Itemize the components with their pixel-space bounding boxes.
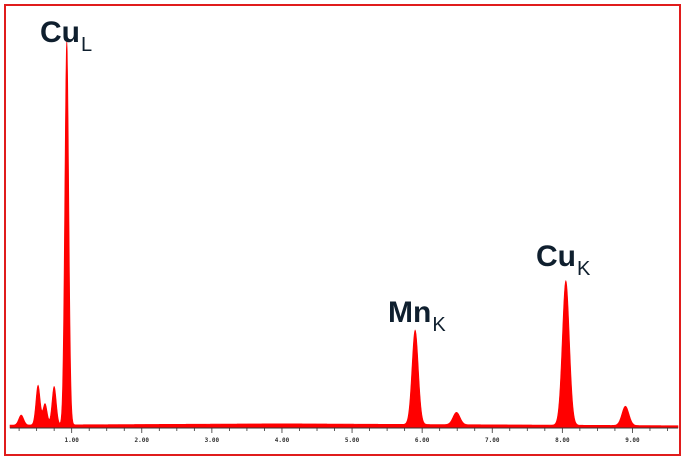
x-tick-label: 7.00 xyxy=(485,437,500,444)
peak-label-cul: CuL xyxy=(40,16,92,56)
x-tick-label: 1.00 xyxy=(64,437,79,444)
x-tick-label: 6.00 xyxy=(415,437,430,444)
peak-label-element: Mn xyxy=(388,296,432,329)
peak-label-element: Cu xyxy=(40,16,80,49)
x-axis: 1.00 2.00 3.00 4.00 5.00 6.00 7.00 8.00 9.00 xyxy=(10,427,678,444)
spectrum-area xyxy=(9,39,679,429)
x-tick-label: 3.00 xyxy=(205,437,220,444)
peak-label-shell: K xyxy=(432,314,446,336)
x-tick-label: 9.00 xyxy=(625,437,640,444)
x-tick-label: 8.00 xyxy=(555,437,570,444)
x-tick-label: 2.00 xyxy=(135,437,150,444)
peak-label-element: Cu xyxy=(536,240,576,273)
peak-label-shell: K xyxy=(577,258,591,280)
peak-label-shell: L xyxy=(81,34,93,56)
x-tick-label: 4.00 xyxy=(275,437,290,444)
x-tick-label: 5.00 xyxy=(345,437,360,444)
plot-area xyxy=(9,39,679,429)
chart-frame xyxy=(4,4,681,456)
peak-label-cuk: CuK xyxy=(536,240,590,280)
peak-label-mnk: MnK xyxy=(388,296,446,336)
